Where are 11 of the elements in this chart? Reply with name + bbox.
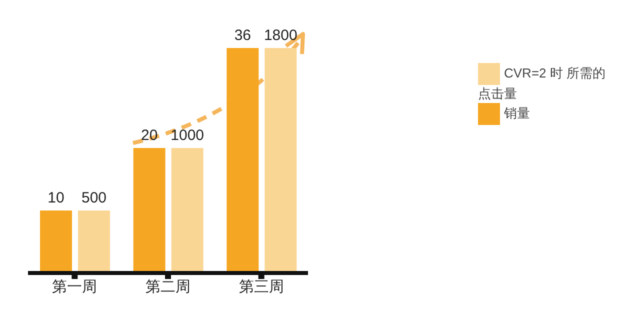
x-tick-label: 第二周 xyxy=(146,278,190,296)
data-label: 500 xyxy=(81,190,107,206)
x-tick-label: 第三周 xyxy=(238,278,284,296)
data-label: 20 xyxy=(140,127,158,144)
data-label: 1800 xyxy=(264,27,298,44)
x-tick-label: 第一周 xyxy=(52,278,98,296)
legend-label: CVR=2 时 所需的点击量 xyxy=(478,65,606,101)
data-label: 1000 xyxy=(170,127,204,144)
legend-label: 销量 xyxy=(504,105,530,120)
data-label: 36 xyxy=(234,27,252,44)
data-label: 10 xyxy=(48,190,64,206)
